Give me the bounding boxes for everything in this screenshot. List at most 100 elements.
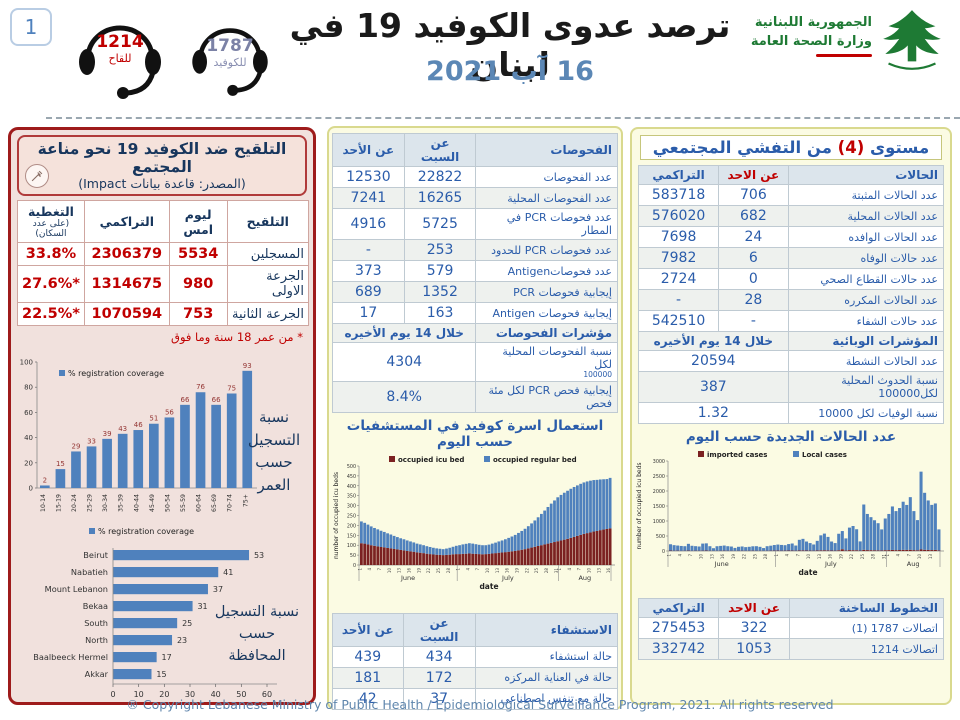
ministry-underline [816,53,872,57]
ministry-name: الجمهورية اللبنانية وزارة الصحة العامة [751,14,872,57]
table-row: اتصالات 1787 (1) 322 275453 [637,617,945,639]
svg-text:31: 31 [881,554,886,560]
svg-text:20: 20 [159,690,169,699]
svg-text:1500: 1500 [653,504,665,510]
cases-col-header: التراكمي [637,165,720,185]
table-row: عدد الحالات الوافده 24 7698 [637,226,945,248]
table-row: المسجلين 5534 2306379 33.8% [17,242,310,266]
svg-text:10: 10 [134,690,144,699]
vaccination-table: التلقيح ليوم امس التراكمي التغطية (على ع… [17,200,310,326]
age-chart-label: نسبة التسجيل حسب العمر [247,408,301,494]
svg-text:13: 13 [397,567,402,573]
svg-text:16: 16 [505,567,510,573]
svg-text:1: 1 [557,567,562,570]
svg-text:1: 1 [667,554,672,557]
svg-text:10: 10 [699,554,704,560]
svg-text:10: 10 [387,567,392,573]
table-row: مؤشرات الفحوصات خلال 14 يوم الأخيره [331,323,618,343]
vaccination-title: التلقيح ضد الكوفيد 19 نحو مناعة المجتمع [37,140,287,176]
svg-text:31: 31 [554,567,559,573]
governorate-registration-chart: % registration coverage Beirut 53 Nabatieh 4… [15,524,307,714]
svg-text:number of occupied icu beds: number of occupied icu beds [333,471,340,558]
headset-icon [79,25,161,99]
cases-panel: مستوى (4) من التفشي المجتمعي الحالات عن … [630,127,952,705]
svg-text:0: 0 [353,563,356,569]
svg-text:13: 13 [596,567,601,573]
svg-text:39: 39 [103,430,112,438]
age-registration-chart: 0 20 40 60 80 100 2 10-14 15 15-19 29 20-24 33 25-29 3… [15,348,261,528]
svg-text:40-44: 40-44 [133,494,140,512]
svg-text:% registration coverage: % registration coverage [68,369,164,378]
svg-text:100: 100 [347,543,356,549]
governorate-chart-label: نسبة التسجيل حسب المحافظة [214,604,300,664]
svg-text:7: 7 [577,567,582,570]
svg-text:Aug: Aug [907,560,920,568]
governorate-chart-block: % registration coverage Beirut 53 Nabatieh 4… [11,524,313,714]
svg-text:16: 16 [606,567,611,573]
svg-text:Beirut: Beirut [83,550,108,560]
hotlines-col-header: عن الاحد [718,598,790,618]
svg-text:2000: 2000 [653,489,665,495]
table-row: نسبة الحدوث المحلية لكل100000 387 [638,371,945,403]
table-row: حالة استشفاء 434 439 [332,645,619,668]
table-row: عدد الحالات المحلية 682 576020 [637,205,945,227]
svg-text:60: 60 [24,409,33,417]
vaccination-footnote: * من عمر 18 سنة وما فوق [171,330,303,344]
vaccination-col-header: ليوم امس [168,200,228,243]
svg-text:imported cases: imported cases [707,451,767,459]
svg-text:July: July [501,574,514,582]
table-row: عدد الفحوصات المحلية 16265 7241 [332,187,618,209]
svg-text:4: 4 [465,567,470,570]
svg-text:June: June [714,560,729,568]
svg-text:7: 7 [906,554,911,557]
svg-text:28: 28 [763,554,768,560]
svg-text:0: 0 [110,690,115,699]
svg-text:28: 28 [544,567,549,573]
svg-text:28: 28 [446,567,451,573]
header-divider [46,117,960,119]
svg-text:31: 31 [197,602,207,611]
vaccination-subtitle: (المصدر: قاعدة بيانات Impact) [78,176,246,191]
hotline-covid-number: 1787 [206,36,254,56]
svg-text:1: 1 [885,554,890,557]
svg-text:25: 25 [752,554,757,560]
svg-text:Baalbeeck Hermel: Baalbeeck Hermel [33,652,108,662]
svg-text:75+: 75+ [242,494,249,507]
svg-text:15-19: 15-19 [55,494,62,512]
svg-text:28: 28 [871,554,876,560]
svg-text:4: 4 [896,554,901,557]
svg-text:% registration coverage: % registration coverage [98,527,194,536]
newcases-chart-title: عدد الحالات الجديدة حسب اليوم [685,429,897,445]
svg-text:19: 19 [416,567,421,573]
svg-text:50-54: 50-54 [164,494,171,512]
svg-text:occupied regular bed: occupied regular bed [493,456,577,464]
table-row: عدد فحوصات PCR للحدود 253- [332,239,618,261]
hotline-vaccine-label: للقاح [108,52,132,65]
svg-text:500: 500 [347,464,356,470]
report-date: 16 آب 2021 [426,56,594,87]
vaccination-title-box: التلقيح ضد الكوفيد 19 نحو مناعة المجتمع … [17,135,307,196]
svg-text:date: date [479,582,498,591]
svg-text:19: 19 [514,567,519,573]
svg-text:33: 33 [87,437,96,445]
svg-text:South: South [84,618,108,628]
cases-col-header: عن الاحد [718,165,789,185]
svg-text:4: 4 [367,567,372,570]
table-row: حالة في العناية المركزه 172 181 [332,666,619,689]
hotlines-col-header: الخطوط الساخنة [788,598,945,618]
svg-text:4: 4 [677,554,682,557]
svg-text:15: 15 [156,670,166,679]
svg-text:19: 19 [731,554,736,560]
hotline-covid: 1787 للكوفيد [180,10,280,105]
svg-text:450: 450 [347,473,356,479]
svg-text:40: 40 [24,434,33,442]
vaccination-col-header: التلقيح [226,200,310,243]
svg-text:17: 17 [162,653,172,662]
svg-text:0: 0 [29,485,33,493]
svg-text:19: 19 [838,554,843,560]
table-row: الجرعة الاولى 980 1314675 *27.6% [17,265,310,303]
svg-text:37: 37 [213,585,223,594]
svg-text:22: 22 [426,567,431,573]
svg-text:66: 66 [212,396,221,404]
table-row: عدد فحوصاتAntigen 579 373 [332,260,618,282]
